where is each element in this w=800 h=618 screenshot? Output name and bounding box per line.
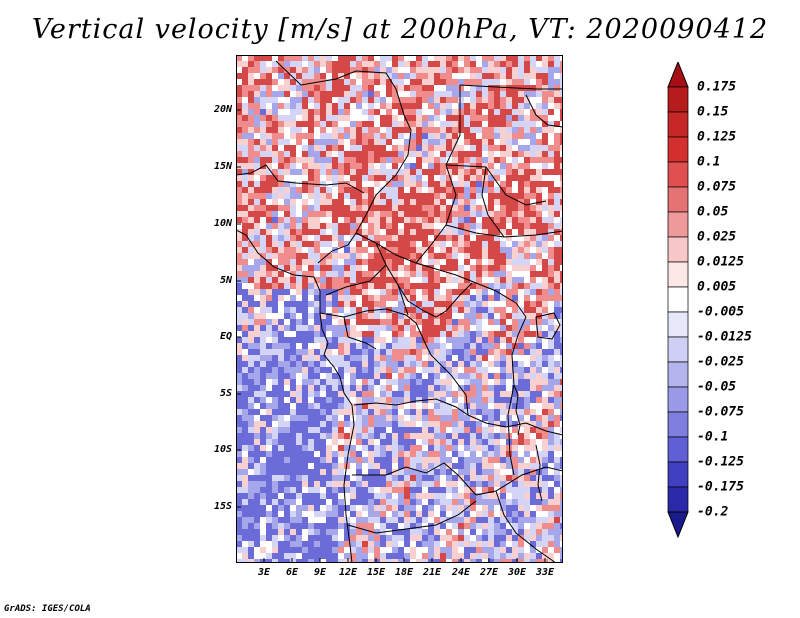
lake-malawi xyxy=(535,444,543,502)
colorbar-swatch xyxy=(667,286,689,313)
colorbar-label: -0.005 xyxy=(697,304,744,320)
border-line xyxy=(236,164,365,194)
colorbar-label: -0.1 xyxy=(697,429,729,445)
lon-tick-label: 6E xyxy=(285,567,299,578)
colorbar-label: 0.125 xyxy=(697,129,737,145)
colorbar-label: -0.2 xyxy=(697,504,729,520)
lat-tick-label: 20N xyxy=(213,104,232,115)
lake-tanganyika xyxy=(513,384,521,436)
colorbar-label: 0.1 xyxy=(697,154,721,170)
lat-tick-label: EQ xyxy=(219,331,232,342)
coastline xyxy=(236,229,355,563)
colorbar-label: 0.15 xyxy=(697,104,729,120)
map-title: Vertical velocity [m/s] at 200hPa, VT: 2… xyxy=(31,14,769,45)
colorbar-swatch xyxy=(667,161,689,188)
lon-tick-label: 27E xyxy=(479,567,499,578)
colorbar-label: -0.025 xyxy=(697,354,744,370)
colorbar-swatch xyxy=(667,486,689,513)
lat-tick-label: 10S xyxy=(213,444,232,455)
colorbar-label: -0.125 xyxy=(697,454,744,470)
colorbar xyxy=(667,62,689,539)
vertical-velocity-map xyxy=(236,55,563,563)
colorbar-swatch xyxy=(667,361,689,388)
lat-tick-label: 15S xyxy=(213,501,232,512)
border-line xyxy=(445,164,547,206)
lon-tick-label: 24E xyxy=(451,567,471,578)
velocity-field xyxy=(236,55,563,563)
colorbar-swatch xyxy=(667,436,689,463)
border-line xyxy=(375,242,473,318)
lat-tick-label: 15N xyxy=(213,161,232,172)
border-line xyxy=(352,462,477,496)
colorbar-label: 0.05 xyxy=(697,204,729,220)
colorbar-label: 0.025 xyxy=(697,229,737,245)
border-line xyxy=(343,316,377,350)
border-line xyxy=(397,284,409,316)
lon-tick-label: 12E xyxy=(338,567,358,578)
border-line xyxy=(525,94,563,128)
border-line xyxy=(319,308,432,356)
colorbar-swatch xyxy=(667,211,689,238)
colorbar-swatch xyxy=(667,411,689,438)
country-borders xyxy=(236,60,563,563)
border-line xyxy=(495,490,557,563)
border-line xyxy=(481,166,505,238)
colorbar-swatch xyxy=(667,236,689,263)
lon-tick-label: 30E xyxy=(507,567,527,578)
border-line xyxy=(325,264,387,296)
colorbar-swatch xyxy=(667,311,689,338)
lat-tick-label: 5S xyxy=(219,388,232,399)
lon-tick-label: 15E xyxy=(366,567,386,578)
colorbar-label: 0.175 xyxy=(697,79,737,95)
lon-tick-label: 9E xyxy=(313,567,327,578)
colorbar-label: -0.0125 xyxy=(697,329,752,345)
colorbar-label: -0.075 xyxy=(697,404,744,420)
border-line xyxy=(347,500,477,534)
colorbar-swatch xyxy=(667,461,689,488)
border-line xyxy=(415,85,461,264)
border-line xyxy=(275,60,412,264)
colorbar-label: -0.05 xyxy=(697,379,737,395)
colorbar-label: 0.005 xyxy=(697,279,737,295)
map-frame xyxy=(236,55,563,563)
colorbar-label: 0.0125 xyxy=(697,254,744,270)
lon-tick-label: 33E xyxy=(535,567,555,578)
colorbar-swatch xyxy=(667,336,689,363)
grads-credit: GrADS: IGES/COLA xyxy=(4,604,91,614)
lat-tick-label: 5N xyxy=(219,275,232,286)
border-line xyxy=(467,414,563,436)
border-line xyxy=(353,398,469,416)
lon-tick-label: 18E xyxy=(394,567,414,578)
lat-tick-label: 10N xyxy=(213,218,232,229)
colorbar-label: -0.175 xyxy=(697,479,744,495)
colorbar-swatch xyxy=(667,261,689,288)
colorbar-swatch xyxy=(667,111,689,138)
map-panel xyxy=(236,55,563,563)
colorbar-label: 0.075 xyxy=(697,179,737,195)
colorbar-swatch xyxy=(667,86,689,113)
border-line xyxy=(459,84,563,90)
colorbar-bottom-arrow xyxy=(667,511,689,539)
lake-victoria xyxy=(535,312,561,340)
lon-tick-label: 3E xyxy=(257,567,271,578)
border-line xyxy=(475,466,563,496)
border-line xyxy=(355,232,527,318)
lon-tick-label: 21E xyxy=(422,567,442,578)
colorbar-swatch xyxy=(667,136,689,163)
colorbar-swatch xyxy=(667,186,689,213)
colorbar-top-arrow xyxy=(667,62,689,88)
border-line xyxy=(430,354,469,416)
colorbar-swatch xyxy=(667,386,689,413)
